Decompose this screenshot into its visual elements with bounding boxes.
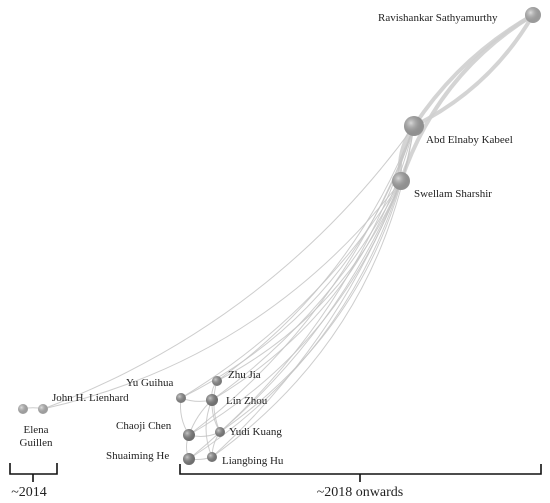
node-chaoji[interactable] bbox=[183, 429, 195, 441]
edge-ravi-kabeel bbox=[412, 13, 534, 128]
node-label-elena-line2: Guillen bbox=[20, 437, 53, 449]
edge-ravi-sharshir bbox=[399, 13, 535, 182]
edge-lienhard-sharshir bbox=[42, 180, 402, 410]
node-ravi[interactable] bbox=[525, 7, 541, 23]
node-label-zhujia: Zhu Jia bbox=[228, 369, 261, 381]
edge-linzhou-sharshir bbox=[211, 180, 402, 401]
edge-yuguihua-sharshir bbox=[180, 180, 402, 399]
edge-zhujia-yudi bbox=[213, 380, 221, 433]
node-label-ravi: Ravishankar Sathyamurthy bbox=[378, 12, 498, 24]
node-label-liangbing: Liangbing Hu bbox=[222, 455, 284, 467]
node-yudi[interactable] bbox=[215, 427, 225, 437]
bracket-2018 bbox=[179, 464, 542, 482]
edge-chaoji-kabeel bbox=[188, 125, 415, 436]
node-elena[interactable] bbox=[18, 404, 28, 414]
bracket-layer: ~2014 ~2018 onwards bbox=[9, 463, 542, 500]
node-lienhard[interactable] bbox=[38, 404, 48, 414]
edge-shuaiming-kabeel bbox=[188, 125, 415, 460]
node-label-sharshir: Swellam Sharshir bbox=[414, 188, 492, 200]
edge-lienhard-kabeel bbox=[42, 125, 415, 410]
edge-yudi-kabeel bbox=[219, 125, 415, 433]
bracket-label-2014: ~2014 bbox=[11, 485, 47, 500]
node-layer bbox=[18, 7, 541, 465]
node-sharshir[interactable] bbox=[392, 172, 410, 190]
node-label-kabeel: Abd Elnaby Kabeel bbox=[426, 134, 513, 146]
node-linzhou[interactable] bbox=[206, 394, 218, 406]
label-layer: Ravishankar Sathyamurthy Abd Elnaby Kabe… bbox=[20, 12, 513, 467]
edge-liangbing-kabeel bbox=[211, 125, 415, 458]
node-label-chaoji: Chaoji Chen bbox=[116, 420, 172, 432]
edge-zhujia-sharshir bbox=[216, 180, 402, 382]
node-label-yudi: Yudi Kuang bbox=[229, 426, 282, 438]
bracket-label-2018: ~2018 onwards bbox=[317, 485, 404, 500]
edge-liangbing-sharshir bbox=[211, 180, 402, 458]
edge-linzhou-liangbing bbox=[205, 399, 213, 458]
node-kabeel[interactable] bbox=[404, 116, 424, 136]
node-yuguihua[interactable] bbox=[176, 393, 186, 403]
node-label-shuaiming: Shuaiming He bbox=[106, 450, 169, 462]
edge-yuguihua-kabeel bbox=[180, 125, 415, 399]
edge-linzhou-chaoji bbox=[188, 399, 213, 436]
node-shuaiming[interactable] bbox=[183, 453, 195, 465]
edge-shuaiming-sharshir bbox=[188, 180, 402, 460]
node-label-yuguihua: Yu Guihua bbox=[126, 377, 173, 389]
node-zhujia[interactable] bbox=[212, 376, 222, 386]
edge-linzhou-kabeel bbox=[211, 125, 415, 401]
node-label-lienhard: John H. Lienhard bbox=[52, 392, 129, 404]
edge-ravi-kabeel bbox=[413, 13, 535, 128]
bracket-2014 bbox=[9, 463, 58, 482]
node-liangbing[interactable] bbox=[207, 452, 217, 462]
node-label-linzhou: Lin Zhou bbox=[226, 395, 268, 407]
edge-zhujia-kabeel bbox=[216, 125, 415, 382]
node-label-elena-line1: Elena bbox=[23, 424, 48, 436]
edge-yudi-sharshir bbox=[219, 180, 402, 433]
